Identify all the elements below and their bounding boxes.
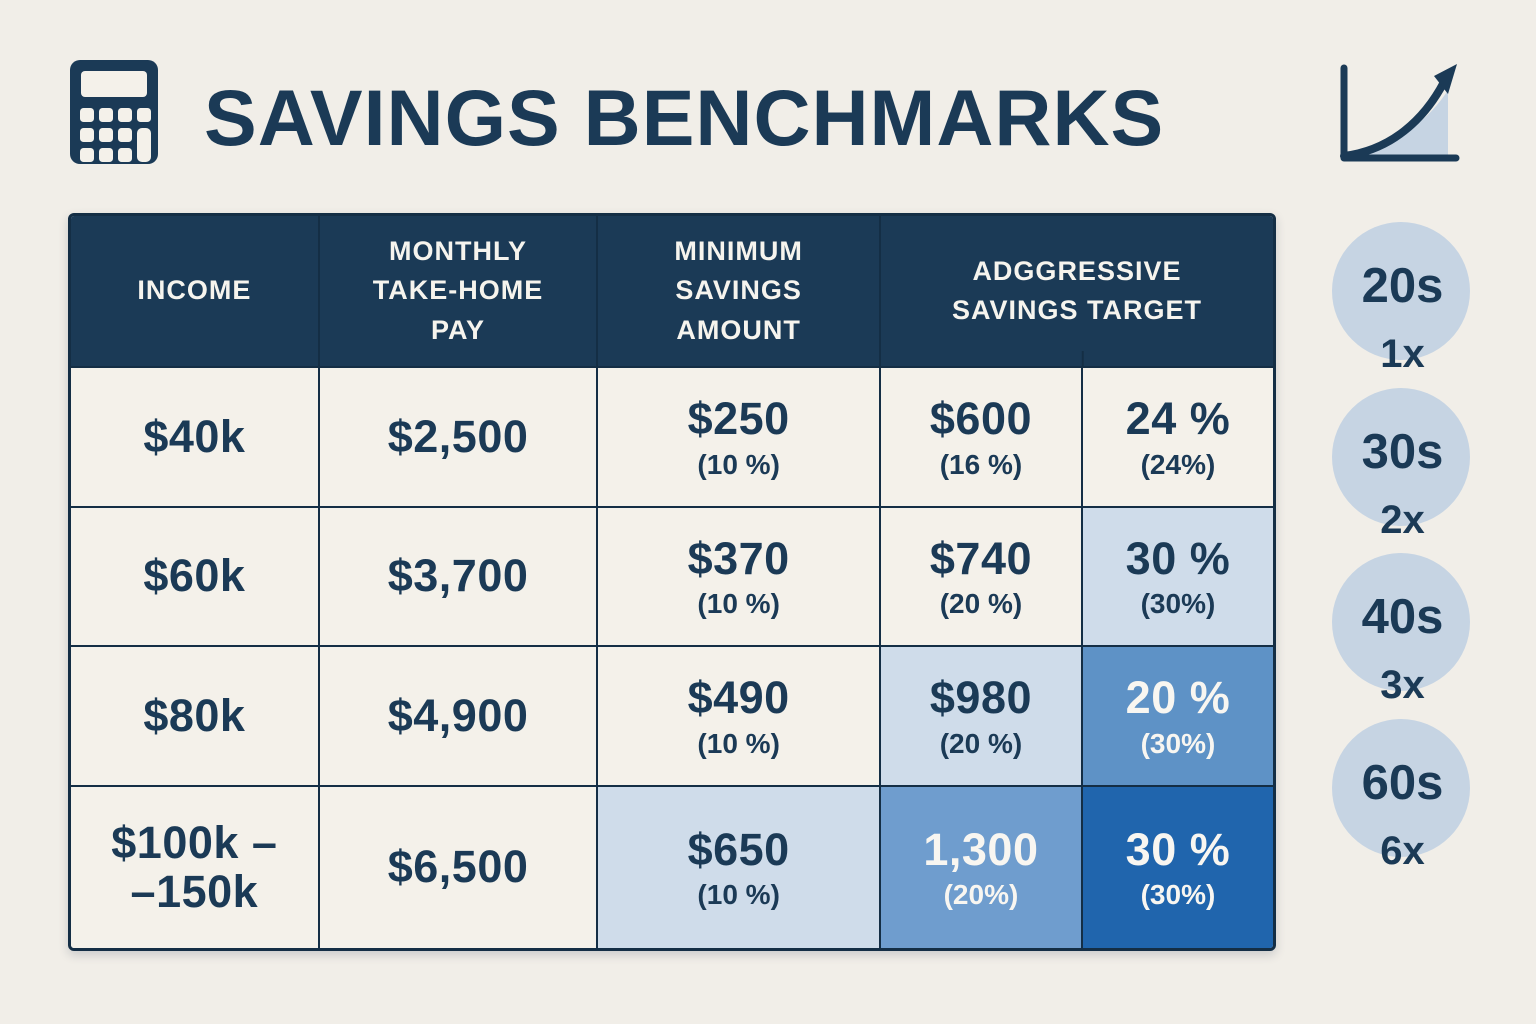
table-cell-r3-c4: $980 (20 %) [880,647,1083,787]
table-cell-r3-c1: $80k [71,647,320,787]
cell-value: $6,500 [387,841,529,893]
cell-percentage: (20 %) [939,727,1023,759]
table-cell-r4-c3: $650 (10 %) [598,787,881,948]
table-cell-r4-c1: $100k – –150k [71,787,320,948]
cell-percentage: (10 %) [697,727,780,759]
cell-value: 1,300 [923,823,1039,875]
milestone-circle [1332,222,1470,360]
column-header-aggressive-target-label: ADGGRESSIVE SAVINGS TARGET [951,255,1202,325]
table-cell-r3-c3: $490 (10 %) [598,647,881,787]
benchmarks-table: INCOME MONTHLY TAKE-HOME PAY MINIMUM SAV… [68,213,1276,951]
column-header-aggressive-target: ADGGRESSIVE SAVINGS TARGET [880,216,1273,368]
cell-value: $100k – –150k [111,816,278,917]
cell-value: 30 % [1125,823,1231,875]
cell-value: $4,900 [387,689,529,741]
milestone-circle [1332,388,1470,526]
table-cell-r4-c5: 30 % (30%) [1082,787,1273,948]
table-cell-r3-c2: $4,900 [319,647,599,787]
cell-value: 20 % [1125,672,1231,724]
page-title: SAVINGS BENCHMARKS [204,73,1165,162]
cell-value: $40k [143,410,246,462]
table-cell-r1-c5: 24 % (24%) [1082,368,1273,508]
milestone-30s: 30s 2x [1330,388,1475,556]
cell-percentage: (30%) [1140,588,1216,620]
cell-value: $740 [929,532,1032,584]
milestone-age-label: 30s [1361,425,1444,479]
cell-value: $250 [687,393,790,445]
milestone-circle [1332,719,1470,857]
table-cell-r2-c3: $370 (10 %) [598,508,881,647]
cell-value: $370 [687,532,790,584]
table-cell-r4-c4: 1,300 (20%) [880,787,1083,948]
milestone-multiple-label: 3x [1380,663,1425,707]
cell-value: $980 [929,672,1032,724]
table-cell-r2-c1: $60k [71,508,320,647]
table-cell-r2-c5: 30 % (30%) [1082,508,1273,647]
age-milestones-rail: 20s 1x 30s 2x 40s 3x 60s 6x [1330,0,1475,1024]
calculator-icon [70,60,158,164]
table-cell-r1-c1: $40k [71,368,320,508]
column-header-take-home-pay-label: MONTHLY TAKE-HOME PAY [372,236,544,345]
milestone-40s: 40s 3x [1330,553,1475,721]
milestone-circle [1332,553,1470,691]
cell-percentage: (24%) [1140,448,1216,480]
cell-percentage: (30%) [1140,879,1216,911]
cell-value: $650 [687,823,790,875]
cell-percentage: (20 %) [939,588,1023,620]
table-cell-r3-c5: 20 % (30%) [1082,647,1273,787]
table-cell-r1-c3: $250 (10 %) [598,368,881,508]
milestone-multiple-label: 2x [1380,498,1425,542]
cell-percentage: (10 %) [697,588,780,620]
column-header-minimum-savings: MINIMUM SAVINGS AMOUNT [598,216,881,368]
cell-value: 24 % [1125,393,1231,445]
milestone-60s: 60s 6x [1330,719,1475,887]
milestone-age-label: 40s [1361,590,1444,644]
table-cell-r1-c4: $600 (16 %) [880,368,1083,508]
cell-value: $60k [143,550,246,602]
column-header-income: INCOME [71,216,320,368]
table-cell-r2-c2: $3,700 [319,508,599,647]
cell-value: $490 [687,672,790,724]
cell-value: $80k [143,689,246,741]
milestone-age-label: 60s [1361,756,1444,810]
milestone-age-label: 20s [1361,259,1444,313]
milestone-multiple-label: 1x [1380,332,1425,376]
growth-chart-icon [1340,64,1460,162]
milestone-20s: 20s 1x [1330,222,1475,390]
cell-percentage: (10 %) [697,448,780,480]
column-header-minimum-savings-label: MINIMUM SAVINGS AMOUNT [674,236,803,345]
column-header-income-label: INCOME [137,275,252,306]
cell-percentage: (10 %) [697,879,780,911]
table-cell-r2-c4: $740 (20 %) [880,508,1083,647]
cell-value: $3,700 [387,550,529,602]
cell-percentage: (20%) [943,879,1019,911]
cell-value: 30 % [1125,532,1231,584]
cell-percentage: (30%) [1140,727,1216,759]
column-header-take-home-pay: MONTHLY TAKE-HOME PAY [319,216,599,368]
table-cell-r4-c2: $6,500 [319,787,599,948]
milestone-multiple-label: 6x [1380,829,1425,873]
cell-value: $600 [929,393,1032,445]
table-cell-r1-c2: $2,500 [319,368,599,508]
cell-percentage: (16 %) [939,448,1023,480]
cell-value: $2,500 [387,410,529,462]
